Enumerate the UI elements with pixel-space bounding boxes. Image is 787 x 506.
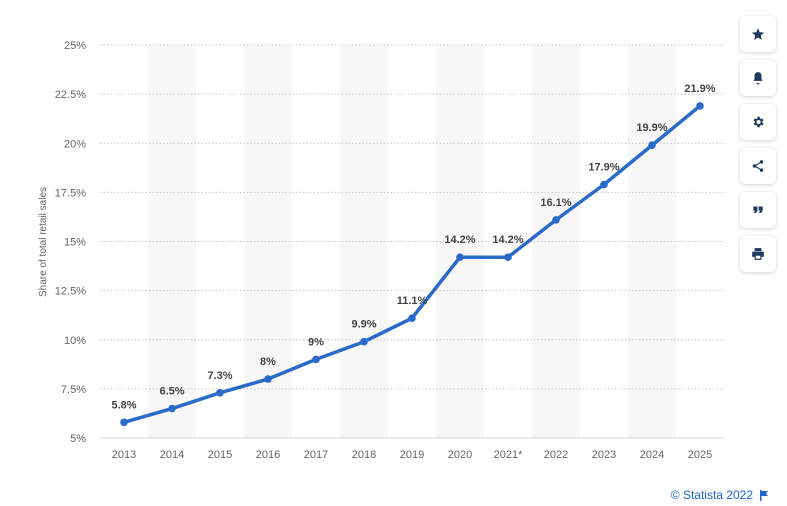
x-tick-label: 2017 [304,449,328,461]
x-tick-label: 2024 [640,449,664,461]
data-point [552,216,560,224]
x-tick-label: 2016 [256,449,280,461]
data-point [504,253,512,262]
data-label: 9% [308,336,324,348]
data-label: 14.2% [492,234,523,246]
y-tick-label: 12.5% [55,286,86,298]
share-icon [752,160,764,172]
x-tick-label: 2021* [494,449,523,461]
x-tick-label: 2013 [112,449,136,461]
chart-toolbar [740,16,780,272]
data-label: 19.9% [636,122,667,134]
data-point [312,355,320,364]
star-icon [751,28,765,40]
x-tick-label: 2022 [544,449,568,461]
print-icon [752,248,764,260]
x-tick-label: 2020 [448,449,472,461]
data-point [216,389,224,397]
data-label: 14.2% [444,234,475,246]
data-label: 9.9% [351,319,376,331]
credit-text[interactable]: © Statista 2022 [670,488,753,502]
y-tick-label: 10% [64,335,86,347]
data-label: 21.9% [684,83,715,95]
y-tick-label: 15% [64,237,86,249]
x-tick-label: 2014 [160,449,184,461]
share-button[interactable] [740,148,776,184]
data-label: 5.8% [111,399,136,411]
x-tick-label: 2025 [688,449,712,461]
statista-credit[interactable]: © Statista 2022 [671,488,769,502]
print-button[interactable] [740,236,776,272]
data-point [648,141,656,150]
data-point [408,314,416,322]
data-point [600,180,608,189]
settings-button[interactable] [740,104,776,140]
star-button[interactable] [740,16,776,52]
data-label: 17.9% [588,162,619,174]
quote-icon [753,206,763,213]
data-point [696,102,704,110]
y-tick-label: 7.5% [61,384,86,396]
x-tick-label: 2023 [592,449,616,461]
x-tick-label: 2015 [208,449,232,461]
data-label: 6.5% [159,386,184,398]
flag-icon[interactable] [759,489,769,501]
data-point [120,418,128,427]
x-tick-label: 2018 [352,449,376,461]
y-tick-label: 20% [64,138,86,150]
data-point [456,253,464,262]
data-label: 8% [260,356,276,368]
data-point [168,404,176,413]
y-tick-label: 5% [70,433,86,445]
gear-icon [753,116,764,128]
column-band [628,45,676,438]
data-label: 7.3% [207,370,232,382]
data-label: 16.1% [540,197,571,209]
y-tick-label: 17.5% [55,187,86,199]
data-label: 11.1% [397,295,428,307]
y-axis-title: Share of total retail sales [38,187,49,297]
cite-button[interactable] [740,192,776,228]
x-tick-label: 2019 [400,449,424,461]
bell-icon [753,72,763,85]
y-tick-label: 22.5% [55,89,86,101]
notification-button[interactable] [740,60,776,96]
data-point [360,337,368,346]
y-tick-label: 25% [64,40,86,52]
data-point [264,375,272,383]
